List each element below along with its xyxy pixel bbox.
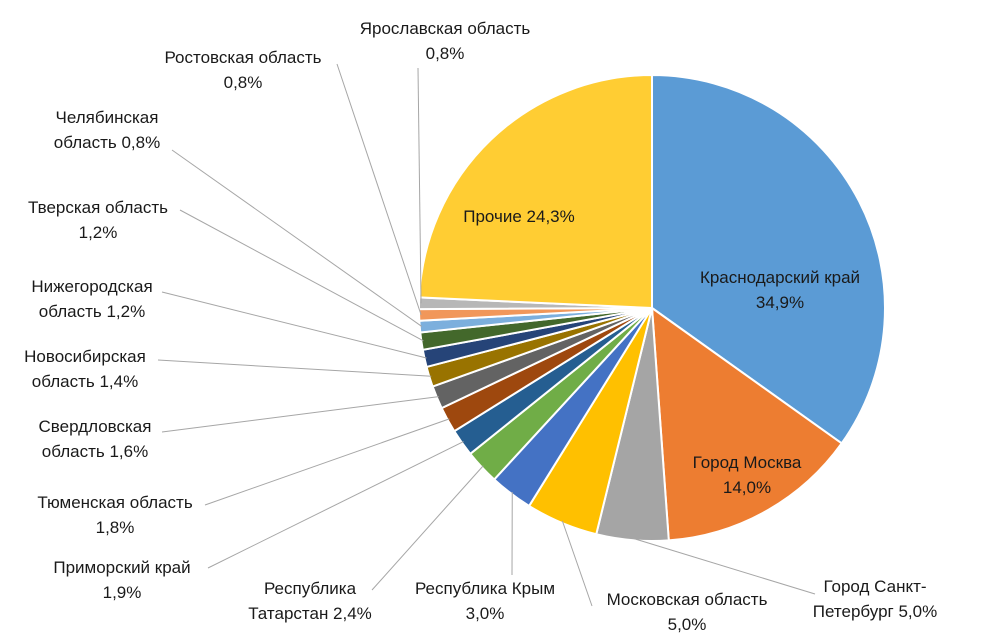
leader-line	[561, 520, 593, 607]
data-label-line: Город Москва	[693, 453, 802, 472]
leader-line	[161, 291, 427, 359]
data-label: Ярославская область 0,8%	[360, 19, 531, 63]
data-label-line: 14,0%	[723, 478, 771, 497]
data-label-line: область 1,4%	[32, 372, 138, 391]
leader-lines	[157, 63, 816, 607]
data-label: Приморский край 1,9%	[53, 558, 190, 602]
data-label: Тверская область 1,2%	[28, 198, 168, 242]
data-label: Московская область 5,0%	[607, 590, 768, 634]
data-label: Челябинская область 0,8%	[54, 108, 160, 152]
data-label-line: Ярославская область	[360, 19, 531, 38]
data-label: Республика Крым 3,0%	[415, 579, 555, 623]
data-label: Город Санкт- Петербург 5,0%	[813, 577, 937, 621]
data-label: Новосибирская область 1,4%	[24, 347, 146, 391]
data-label-line: Новосибирская	[24, 347, 146, 366]
data-label-line: Республика	[264, 579, 357, 598]
data-label: Тюменская область 1,8%	[37, 493, 193, 537]
pie-slices	[417, 73, 886, 542]
data-label: Республика Татарстан 2,4%	[248, 579, 372, 623]
leader-line	[632, 537, 816, 595]
data-label-line: Тверская область	[28, 198, 168, 217]
data-label: Краснодарский край 34,9%	[700, 268, 860, 312]
data-label-line: 5,0%	[668, 615, 707, 634]
data-label-line: Петербург 5,0%	[813, 602, 937, 621]
leader-line	[204, 418, 450, 506]
data-label-line: Татарстан 2,4%	[248, 604, 372, 623]
data-label: Нижегородская область 1,2%	[31, 277, 152, 321]
data-label-line: Приморский край	[53, 558, 190, 577]
data-label-line: Челябинская	[56, 108, 159, 127]
data-label-line: Ростовская область	[164, 48, 321, 67]
leader-line	[161, 396, 439, 433]
data-label-line: Прочие 24,3%	[463, 207, 575, 226]
data-label: Прочие 24,3%	[463, 207, 575, 226]
leader-line	[417, 67, 422, 304]
data-label-line: 1,8%	[96, 518, 135, 537]
leader-line	[171, 149, 423, 327]
data-label-line: 1,9%	[103, 583, 142, 602]
pie-slice	[650, 305, 844, 542]
data-label-line: Московская область	[607, 590, 768, 609]
data-label-line: Свердловская	[39, 417, 152, 436]
data-label-line: Республика Крым	[415, 579, 555, 598]
data-label: Свердловская область 1,6%	[39, 417, 152, 461]
data-label-line: Тюменская область	[37, 493, 193, 512]
data-label-line: 0,8%	[426, 44, 465, 63]
data-labels: Краснодарский край 34,9% Город Москва 14,0%…	[24, 19, 937, 634]
pie-slice	[651, 73, 886, 445]
data-label: Ростовская область 0,8%	[164, 48, 321, 92]
data-label-line: область 1,6%	[42, 442, 148, 461]
pie-slice	[418, 73, 653, 310]
data-label-line: Нижегородская	[31, 277, 152, 296]
data-label-line: Краснодарский край	[700, 268, 860, 287]
leader-line	[157, 359, 432, 377]
leader-line	[207, 441, 464, 569]
leader-line	[336, 63, 422, 316]
data-label: Город Москва 14,0%	[693, 453, 802, 497]
data-label-line: область 1,2%	[39, 302, 145, 321]
data-label-line: 34,9%	[756, 293, 804, 312]
data-label-line: Город Санкт-	[823, 577, 926, 596]
data-label-line: 0,8%	[224, 73, 263, 92]
leader-line	[371, 465, 484, 591]
data-label-line: область 0,8%	[54, 133, 160, 152]
data-label-line: 3,0%	[466, 604, 505, 623]
data-label-line: 1,2%	[79, 223, 118, 242]
leader-line	[179, 209, 424, 342]
